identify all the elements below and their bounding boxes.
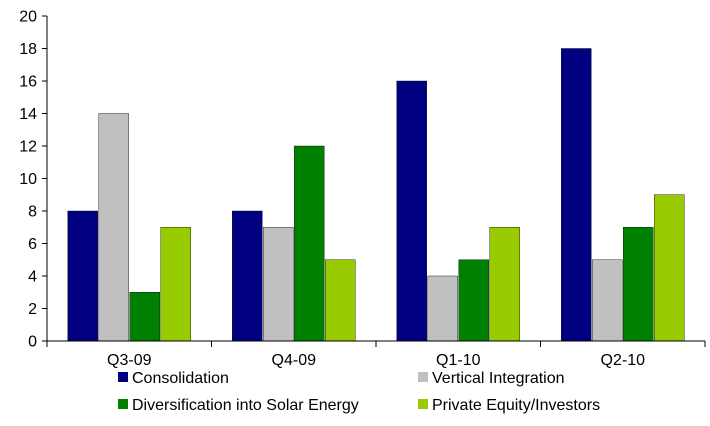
x-tick-label: Q4-09 [272,352,317,369]
y-tick-label: 14 [19,106,37,123]
legend-swatch [418,399,428,409]
y-tick-label: 8 [28,204,37,221]
bar-vertical-integration-q1-10 [427,275,458,342]
bar-diversification-into-solar-energy-q3-09 [129,292,160,342]
legend-swatch [118,372,128,382]
y-tick-label: 18 [19,41,37,58]
y-tick-label: 6 [28,236,37,253]
x-tick-label: Q2-10 [601,352,646,369]
y-tick-label: 10 [19,171,37,188]
legend: Consolidation Vertical Integration Diversi… [118,370,600,414]
legend-swatch [418,372,428,382]
x-tick-label: Q3-09 [107,352,152,369]
x-axis: Q3-09 Q4-09 Q1-10 Q2-10 [46,340,706,369]
legend-label: Diversification into Solar Energy [132,397,359,414]
legend-label: Private Equity/Investors [432,397,600,414]
y-tick-label: 2 [28,301,37,318]
legend-item: Private Equity/Investors [418,397,600,414]
legend-label: Consolidation [132,370,229,387]
y-tick-label: 20 [19,9,37,26]
y-tick-label: 4 [28,269,37,286]
bar-consolidation-q1-10 [396,80,427,342]
bar-diversification-into-solar-energy-q1-10 [458,259,489,342]
bar-private-equity-investors-q1-10 [489,227,520,342]
bar-private-equity-investors-q3-09 [160,227,191,342]
y-axis: 0 2 4 6 8 10 12 14 16 18 20 [19,9,48,351]
bar-vertical-integration-q3-09 [98,113,129,342]
bar-diversification-into-solar-energy-q4-09 [294,145,325,342]
bar-private-equity-investors-q2-10 [654,194,685,342]
legend-item: Diversification into Solar Energy [118,397,359,414]
bar-consolidation-q4-09 [232,210,263,342]
legend-item: Vertical Integration [418,370,565,387]
bar-private-equity-investors-q4-09 [325,259,356,342]
bar-vertical-integration-q4-09 [263,227,294,342]
y-tick-label: 12 [19,139,37,156]
y-tick-label: 0 [28,334,37,351]
y-tick-label: 16 [19,74,37,91]
legend-swatch [118,399,128,409]
bar-consolidation-q2-10 [561,48,592,342]
bar-vertical-integration-q2-10 [592,259,623,342]
legend-item: Consolidation [118,370,229,387]
bar-diversification-into-solar-energy-q2-10 [623,227,654,342]
x-tick-label: Q1-10 [436,352,481,369]
legend-label: Vertical Integration [432,370,565,387]
bars [67,48,685,342]
bar-consolidation-q3-09 [67,210,98,342]
